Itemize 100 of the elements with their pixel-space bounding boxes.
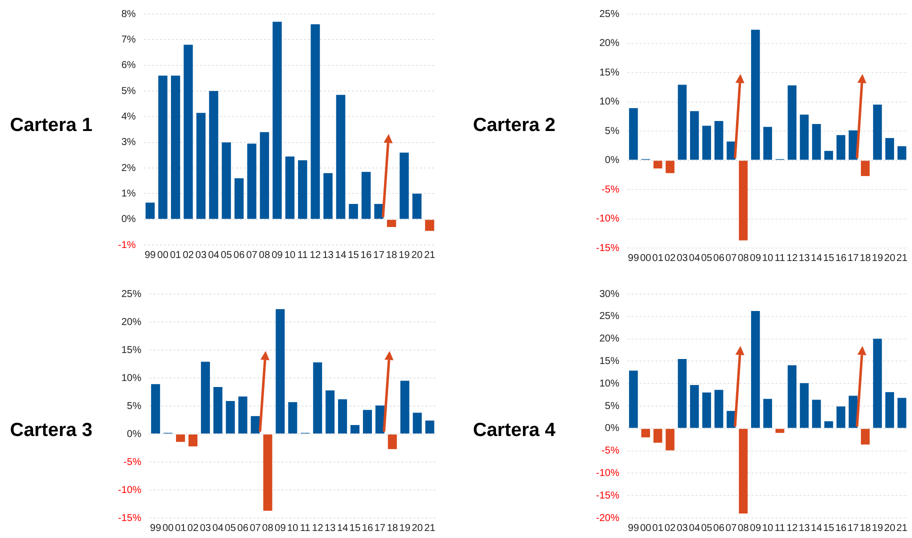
bar	[873, 104, 882, 160]
x-tick-label: 02	[664, 522, 676, 534]
y-tick-label: -5%	[602, 184, 620, 196]
bar	[250, 416, 260, 434]
bar	[885, 392, 894, 428]
x-tick-label: 09	[750, 522, 762, 534]
x-tick-label: 14	[336, 522, 349, 534]
x-tick-label: 13	[324, 522, 336, 534]
bar	[751, 30, 760, 160]
x-tick-label: 10	[762, 252, 774, 264]
bar	[247, 144, 256, 219]
x-tick-label: 17	[848, 252, 860, 264]
x-tick-label: 00	[157, 250, 169, 261]
x-tick-label: 09	[274, 522, 286, 534]
bar	[176, 434, 185, 442]
bar	[860, 160, 870, 176]
y-tick-label: 25%	[599, 8, 620, 20]
bar	[276, 309, 285, 434]
bar	[238, 396, 248, 434]
y-tick-label: 0%	[604, 423, 620, 434]
x-tick-label: 03	[676, 252, 688, 264]
x-tick-label: 08	[258, 250, 270, 261]
bar	[714, 121, 724, 160]
bar	[313, 362, 322, 434]
x-tick-label: 19	[872, 252, 884, 264]
y-tick-label: -15%	[118, 512, 142, 524]
y-tick-label: 30%	[599, 288, 620, 300]
x-tick-label: 04	[688, 252, 700, 264]
bar	[425, 420, 434, 434]
bar	[170, 76, 180, 219]
y-tick-label: 2%	[121, 162, 136, 174]
x-tick-label: 13	[798, 252, 810, 264]
x-tick-label: 18	[386, 250, 398, 261]
x-tick-label: 16	[360, 250, 372, 261]
x-tick-label: 08	[262, 522, 274, 534]
bar	[158, 76, 168, 219]
bar	[350, 425, 360, 434]
x-tick-label: 18	[386, 522, 398, 534]
bar	[629, 370, 638, 428]
x-tick-label: 15	[348, 250, 360, 261]
bar	[848, 130, 858, 160]
bar	[348, 204, 358, 219]
y-tick-label: 15%	[599, 356, 620, 367]
x-tick-label: 15	[349, 522, 361, 534]
y-tick-label: 20%	[121, 316, 142, 328]
bar	[412, 412, 422, 434]
bar	[775, 428, 784, 433]
x-tick-label: 06	[713, 252, 725, 264]
x-tick-label: 14	[335, 250, 347, 261]
bar	[702, 126, 712, 160]
x-tick-label: 11	[774, 252, 786, 264]
y-tick-label: 5%	[604, 400, 620, 412]
x-tick-label: 06	[234, 250, 246, 261]
bar	[788, 365, 796, 428]
x-tick-label: 01	[170, 250, 182, 261]
x-tick-label: 10	[762, 522, 774, 534]
bar	[400, 152, 409, 219]
bar	[386, 220, 396, 228]
bar	[222, 142, 231, 219]
bar	[848, 396, 858, 428]
x-tick-label: 19	[872, 522, 884, 534]
bar	[812, 400, 821, 428]
x-tick-label: 17	[373, 250, 385, 261]
x-tick-label: 15	[823, 252, 835, 264]
bar	[690, 384, 699, 428]
bar	[338, 399, 348, 434]
bar	[184, 44, 193, 219]
x-tick-label: 21	[424, 522, 436, 534]
y-tick-label: 20%	[599, 334, 620, 345]
bar	[298, 160, 308, 219]
x-tick-label: 99	[628, 522, 640, 534]
y-tick-label: 7%	[121, 34, 136, 46]
x-tick-label: 18	[860, 522, 872, 534]
text: Cartera 4	[473, 420, 556, 442]
y-tick-label: 0%	[604, 155, 620, 166]
x-tick-label: 06	[237, 522, 249, 534]
y-tick-label: 4%	[121, 111, 136, 122]
bar	[336, 94, 346, 219]
bar	[151, 384, 160, 434]
x-tick-label: 12	[786, 252, 798, 264]
bar	[234, 178, 244, 219]
x-tick-label: 20	[884, 522, 896, 534]
x-tick-label: 19	[399, 522, 411, 534]
x-tick-label: 03	[195, 250, 207, 261]
bar	[763, 398, 772, 428]
bar	[714, 390, 724, 428]
bar	[678, 358, 687, 428]
x-tick-label: 00	[640, 252, 652, 264]
y-tick-label: 5%	[604, 126, 620, 137]
bar	[209, 91, 218, 219]
x-tick-label: 01	[652, 522, 664, 534]
y-tick-label: -10%	[596, 214, 620, 224]
y-tick-label: 8%	[121, 8, 136, 20]
x-tick-label: 20	[412, 522, 424, 534]
y-tick-label: 15%	[121, 344, 142, 356]
x-tick-label: 07	[246, 250, 258, 261]
bar	[836, 135, 846, 160]
bar	[263, 434, 272, 511]
y-tick-label: -5%	[124, 456, 142, 468]
text: Cartera 2	[473, 115, 556, 137]
